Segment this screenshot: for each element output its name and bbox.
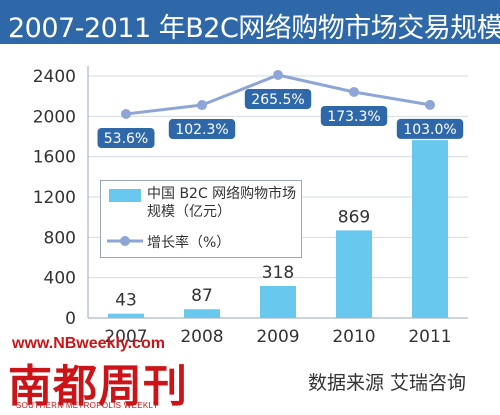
- x-tick-label: 2010: [332, 327, 375, 346]
- growth-label: 173.3%: [327, 109, 380, 125]
- growth-point: [349, 86, 359, 97]
- chart-title: 2007-2011 年B2C网络购物市场交易规模: [8, 13, 500, 44]
- logo-name: 南都周刊: [8, 361, 188, 412]
- bar-value-label: 869: [338, 207, 370, 227]
- growth-line: [121, 70, 435, 119]
- growth-label-bubble: [320, 105, 388, 126]
- data-source: 数据来源 艾瑞咨询: [308, 372, 467, 394]
- bar-value-label: 87: [191, 286, 213, 306]
- bar: [336, 230, 372, 318]
- x-tick-label: 2011: [408, 327, 451, 346]
- growth-point: [197, 100, 207, 111]
- bars: [108, 140, 448, 318]
- growth-label: 53.6%: [104, 131, 148, 147]
- growth-label-bubble: [168, 119, 236, 140]
- y-tick-label: 400: [44, 269, 76, 289]
- growth-label: 102.3%: [175, 122, 228, 138]
- bar-value-label: 318: [262, 263, 294, 283]
- y-tick-label: 1200: [33, 188, 76, 208]
- legend-line-label: 增长率（%）: [147, 235, 231, 251]
- y-axis: 0 400 800 1200 1600 2000 2400: [33, 67, 76, 329]
- growth-label-bubble: [97, 128, 155, 148]
- x-tick-label: 2007: [104, 327, 147, 346]
- y-tick-label: 2400: [33, 67, 76, 87]
- growth-label-bubble: [244, 89, 312, 109]
- bar-value-label: 43: [115, 291, 137, 311]
- logo-url: www.NBweekly.com: [12, 335, 165, 352]
- growth-label-bubble: [396, 118, 464, 139]
- growth-point: [273, 70, 283, 80]
- legend-line-swatch: [107, 236, 143, 246]
- legend-bar-swatch: [109, 189, 141, 202]
- growth-point: [425, 99, 435, 110]
- growth-label: 103.0%: [403, 122, 456, 138]
- bar: [184, 309, 220, 318]
- y-tick-label: 0: [65, 309, 76, 329]
- legend: 中国 B2C 网络购物市场规模（亿元） 增长率（%）: [100, 180, 302, 258]
- x-tick-label: 2009: [256, 327, 299, 346]
- logo-english-name: SOUTHERN METROPOLIS WEEKLY: [16, 401, 159, 410]
- y-tick-label: 2000: [33, 107, 76, 127]
- title-bar: 2007-2011 年B2C网络购物市场交易规模: [0, 0, 500, 44]
- bar: [412, 140, 448, 318]
- growth-point: [121, 109, 131, 119]
- y-tick-label: 1600: [33, 148, 76, 168]
- y-tick-label: 800: [44, 228, 76, 248]
- legend-bar-label: 中国 B2C 网络购物市场规模（亿元）: [147, 186, 297, 220]
- x-axis: 2007 2008 2009 2010 2011: [104, 327, 451, 347]
- bar: [260, 285, 296, 318]
- growth-label: 265.5%: [251, 92, 304, 108]
- x-tick-label: 2008: [180, 327, 223, 346]
- bar: [108, 313, 144, 318]
- growth-labels: 53.6% 102.3% 265.5% 173.3% 103.0%: [97, 89, 464, 148]
